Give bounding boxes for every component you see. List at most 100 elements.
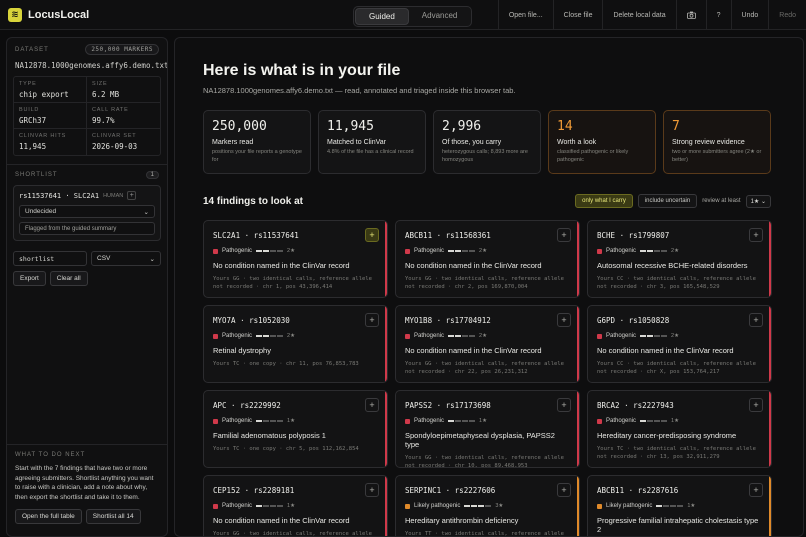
review-stars xyxy=(640,335,668,337)
add-to-shortlist-button[interactable]: + xyxy=(557,483,571,497)
redo-button[interactable]: Redo xyxy=(768,0,806,30)
close-file-button[interactable]: Close file xyxy=(552,0,603,30)
finding-card[interactable]: PAPSS2 · rs17173698 + Pathogenic 1★ Spon… xyxy=(395,390,580,468)
plus-icon[interactable]: + xyxy=(127,191,137,200)
finding-card[interactable]: CEP152 · rs2289181 + Pathogenic 1★ No co… xyxy=(203,475,388,536)
review-stars xyxy=(656,505,684,507)
genotype-meta: Yours TC · one copy · chr 11, pos 76,853… xyxy=(213,361,378,369)
finding-card[interactable]: G6PD · rs1050828 + Pathogenic 2★ No cond… xyxy=(587,305,772,383)
genotype-meta: Yours GG · two identical calls, referenc… xyxy=(405,276,570,291)
significance-square-icon xyxy=(597,503,602,509)
star-segment xyxy=(469,250,476,252)
findings-filters: only what I carry include uncertain revi… xyxy=(575,194,771,208)
genotype-line: Yours TT · two identical calls, referenc… xyxy=(405,531,564,537)
finding-card[interactable]: MYO7A · rs1052030 + Pathogenic 2★ Retina… xyxy=(203,305,388,383)
add-to-shortlist-button[interactable]: + xyxy=(557,398,571,412)
camera-icon[interactable] xyxy=(675,0,706,30)
mode-guided-tab[interactable]: Guided xyxy=(355,8,409,25)
significance-label: Pathogenic xyxy=(222,418,253,424)
shortlist-status-select[interactable]: Undecided ⌄ xyxy=(19,205,155,218)
finding-title: MYO7A · rs1052030 xyxy=(213,316,290,325)
add-to-shortlist-button[interactable]: + xyxy=(749,398,763,412)
star-segment xyxy=(256,250,263,252)
clear-all-button[interactable]: Clear all xyxy=(49,271,88,286)
review-stars xyxy=(256,505,284,507)
add-to-shortlist-button[interactable]: + xyxy=(749,228,763,242)
add-to-shortlist-button[interactable]: + xyxy=(365,398,379,412)
significance-label: Pathogenic xyxy=(414,248,445,254)
finding-card[interactable]: SERPINC1 · rs2227606 + Likely pathogenic… xyxy=(395,475,580,537)
delete-local-data-button[interactable]: Delete local data xyxy=(602,0,675,30)
star-segment xyxy=(448,335,455,337)
add-to-shortlist-button[interactable]: + xyxy=(365,483,379,497)
stat-strong-review[interactable]: 7 Strong review evidence two or more sub… xyxy=(663,110,771,174)
finding-card[interactable]: SLC2A1 · rs11537641 + Pathogenic 2★ No c… xyxy=(203,220,388,298)
review-stars xyxy=(448,420,476,422)
star-segment xyxy=(478,505,485,507)
review-select[interactable]: 1★ ⌄ xyxy=(745,194,771,208)
help-button[interactable]: ? xyxy=(705,0,731,30)
position-line: not recorded · chr 13, pos 32,911,279 xyxy=(597,453,720,460)
finding-card[interactable]: BCHE · rs1799807 + Pathogenic 2★ Autosom… xyxy=(587,220,772,298)
star-segment xyxy=(263,335,270,337)
star-segment xyxy=(455,335,462,337)
add-to-shortlist-button[interactable]: + xyxy=(365,313,379,327)
info-call-rate: CALL RATE 99.7% xyxy=(87,103,160,129)
finding-card[interactable]: BRCA2 · rs2227943 + Pathogenic 1★ Heredi… xyxy=(587,390,772,468)
stat-label: Of those, you carry xyxy=(442,139,502,146)
finding-card[interactable]: ABCB11 · rs2287616 + Likely pathogenic 1… xyxy=(587,475,772,536)
genotype-line: Yours GG · two identical calls, referenc… xyxy=(405,276,564,282)
divider xyxy=(7,164,167,165)
condition-name: No condition named in the ClinVar record xyxy=(213,516,350,525)
significance-row: Pathogenic 1★ xyxy=(597,418,762,424)
include-uncertain-toggle[interactable]: include uncertain xyxy=(637,194,698,208)
app-logo[interactable]: ≋ LocusLocal xyxy=(0,7,200,22)
add-to-shortlist-button[interactable]: + xyxy=(749,313,763,327)
stat-desc: 4.8% of the file has a clinical record xyxy=(327,149,414,155)
condition-name: No condition named in the ClinVar record xyxy=(405,261,542,270)
add-to-shortlist-button[interactable]: + xyxy=(749,483,763,497)
condition-name: Familial adenomatous polyposis 1 xyxy=(213,431,326,440)
mode-advanced-tab[interactable]: Advanced xyxy=(421,11,458,20)
stat-number: 250,000 xyxy=(212,119,267,134)
genotype-meta: Yours GG · two identical calls, referenc… xyxy=(405,455,570,467)
finding-card[interactable]: APC · rs2229992 + Pathogenic 1★ Familial… xyxy=(203,390,388,468)
significance-square-icon xyxy=(213,418,218,424)
condition-name: Autosomal recessive BCHE-related disorde… xyxy=(597,261,748,270)
star-segment xyxy=(670,505,677,507)
info-value: 2026-09-03 xyxy=(92,142,138,151)
only-carry-toggle[interactable]: only what I carry xyxy=(575,194,633,208)
star-segment xyxy=(270,420,277,422)
shortlist-all-button[interactable]: Shortlist all 14 xyxy=(85,509,141,524)
genotype-line: Yours GG · two identical calls, referenc… xyxy=(213,276,372,282)
genotype-meta: Yours CC · two identical calls, referenc… xyxy=(597,276,762,291)
finding-card[interactable]: ABCB11 · rs11568361 + Pathogenic 2★ No c… xyxy=(395,220,580,298)
significance-square-icon xyxy=(405,418,410,424)
star-segment xyxy=(661,335,668,337)
star-segment xyxy=(640,335,647,337)
page-subtitle: NA12878.1000genomes.affy6.demo.txt — rea… xyxy=(203,86,516,95)
stat-worth-a-look[interactable]: 14 Worth a look classified pathogenic or… xyxy=(548,110,656,174)
significance-row: Pathogenic 2★ xyxy=(405,333,570,339)
export-name-input[interactable]: shortlist xyxy=(13,251,87,266)
shortlist-note-input[interactable]: Flagged from the guided summary xyxy=(19,222,155,235)
shortlist-item-title[interactable]: rs11537641 · SLC2A1 xyxy=(19,191,100,200)
export-button[interactable]: Export xyxy=(13,271,46,286)
info-type: TYPE chip export xyxy=(14,77,87,103)
star-segment xyxy=(469,420,476,422)
open-file-button[interactable]: Open file... xyxy=(497,0,553,30)
add-to-shortlist-button[interactable]: + xyxy=(557,313,571,327)
add-to-shortlist-button[interactable]: + xyxy=(557,228,571,242)
star-segment xyxy=(270,335,277,337)
open-full-table-button[interactable]: Open the full table xyxy=(15,509,82,524)
finding-title: ABCB11 · rs2287616 xyxy=(597,486,679,495)
shortlist-item-sub: HUMAN xyxy=(103,192,124,199)
info-build: BUILD GRCh37 xyxy=(14,103,87,129)
genotype-meta: Yours TC · two identical calls, referenc… xyxy=(597,446,762,461)
undo-button[interactable]: Undo xyxy=(730,0,769,30)
export-format-select[interactable]: CSV ⌄ xyxy=(91,251,161,266)
star-segment xyxy=(464,505,471,507)
page-title: Here is what is in your file xyxy=(203,62,401,79)
finding-card[interactable]: MYO1B8 · rs17704912 + Pathogenic 2★ No c… xyxy=(395,305,580,383)
add-to-shortlist-button[interactable]: + xyxy=(365,228,379,242)
